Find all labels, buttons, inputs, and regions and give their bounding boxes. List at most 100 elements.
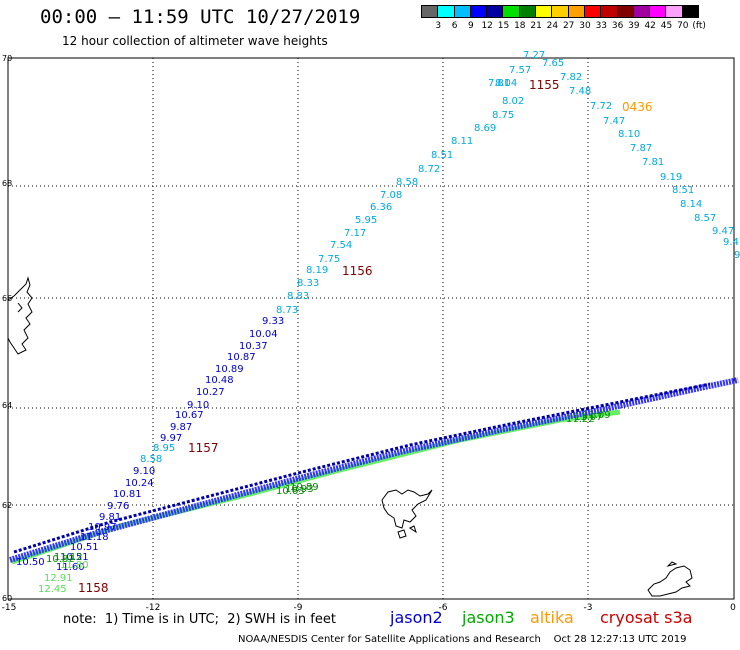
lat-tick: 70 (2, 54, 12, 63)
swh-value-label: 11.18 (80, 532, 109, 543)
swh-value-label: 10.27 (196, 387, 225, 398)
swh-value-label: 7.81 (642, 157, 664, 168)
swh-value-label: 8.02 (502, 96, 524, 107)
pass-time-label: 0436 (622, 100, 653, 114)
color-scale-label: (ft) (692, 21, 706, 31)
color-scale-label: 18 (514, 21, 526, 31)
swh-value-label: 6.36 (370, 202, 392, 213)
swh-value-label: 9.81 (99, 512, 121, 523)
swh-value-label: 9.10 (187, 400, 209, 411)
jason3-value-label: 10.63 (276, 486, 305, 497)
swh-value-label: 8.10 (618, 129, 640, 140)
swh-value-label: 10.37 (239, 341, 268, 352)
swh-value-label: 8.72 (418, 164, 440, 175)
lat-tick-labels: 70 68 66 64 62 60 (2, 54, 12, 603)
swh-value-label: 7.65 (542, 58, 564, 69)
swh-value-label: 8.83 (287, 291, 309, 302)
color-scale-label: 15 (497, 21, 510, 31)
color-scale-label: 9 (468, 21, 474, 31)
swh-value-label: 8.57 (694, 213, 716, 224)
lon-tick: -15 (2, 603, 17, 613)
swh-value-label: 8.58 (396, 177, 418, 188)
jason3-value-label: 10.93 (285, 484, 314, 495)
swh-value-label: 8.33 (297, 278, 319, 289)
jason3-value-label: 11.09 (582, 410, 611, 421)
lat-tick: 68 (2, 179, 12, 188)
swh-value-label: 8.95 (153, 443, 175, 454)
jason3-value-label: 11.07 (574, 412, 603, 423)
pass-time-label: 1157 (188, 441, 219, 455)
color-scale-label: 24 (546, 21, 559, 31)
pass-time-label: 1158 (78, 581, 109, 595)
lat-tick: 60 (2, 594, 12, 603)
swh-value-label: 9.33 (262, 316, 284, 327)
swh-value-label: 9.97 (160, 433, 182, 444)
swh-value-label: 10.97 (88, 522, 117, 533)
color-scale-label: 42 (644, 21, 656, 31)
swh-value-label: 7.81 (488, 78, 510, 89)
blue-track-labels: 9.3310.0410.3710.8710.8910.4810.279.1010… (16, 316, 284, 573)
color-scale-label: 45 (660, 21, 673, 31)
color-scale-labels: 3 6 9 12 15 18 21 24 27 30 33 36 39 42 45 70 (ft) (422, 21, 740, 33)
swh-value-label: 9 (734, 250, 740, 261)
legend-jason3: jason3 (462, 608, 515, 627)
coastline-shetland (647, 561, 693, 597)
color-scale-label: 27 (562, 21, 575, 31)
swh-value-label: 11.60 (56, 562, 85, 573)
coastline-faroe-islands (381, 489, 433, 539)
pass-time-label: 1156 (342, 264, 373, 278)
swh-value-label: 8.58 (140, 454, 162, 465)
pass-time-labels: 1155 0436 1156 1157 1158 (78, 78, 653, 595)
swh-value-label: 7.75 (318, 254, 340, 265)
lon-tick: -3 (584, 603, 593, 613)
map-title: 00:00 – 11:59 UTC 10/27/2019 (40, 6, 361, 28)
swh-value-label: 9.4 (723, 237, 739, 248)
legend-altika: altika (530, 608, 574, 627)
coastline-iceland (7, 276, 33, 355)
lon-tick-labels: -15 -12 -9 -6 -3 0 (2, 603, 736, 613)
lat-tick: 62 (2, 501, 12, 510)
swh-value-label: 10.87 (227, 352, 256, 363)
color-scale-label: 36 (611, 21, 624, 31)
swh-value-label: 9.19 (660, 172, 682, 183)
jason3-value-label: 10.82 (46, 554, 75, 565)
swh-value-label: 9.76 (107, 501, 129, 512)
color-scale-label: 33 (595, 21, 608, 31)
color-scale-label: 3 (435, 21, 442, 31)
swh-value-label: 10.51 (70, 542, 99, 553)
lon-tick: -9 (294, 603, 303, 613)
pass-time-label: 1155 (529, 78, 560, 92)
color-scale-bar (421, 5, 700, 18)
swh-value-label: 8.19 (306, 265, 328, 276)
jason3-value-label: 12.45 (38, 584, 67, 595)
swh-value-label: 7.72 (590, 101, 612, 112)
swh-value-label: 7.82 (560, 72, 582, 83)
swh-value-label: 10.48 (205, 375, 234, 386)
swh-value-label: 8.69 (474, 123, 496, 134)
swh-value-label: 8.73 (276, 305, 298, 316)
note-text: note: 1) Time is in UTC; 2) SWH is in fe… (63, 612, 336, 627)
swh-value-label: 9.47 (712, 226, 734, 237)
swh-value-label: 8.04 (495, 78, 517, 89)
swh-value-label: 7.17 (344, 228, 366, 239)
swh-value-label: 10.50 (16, 557, 45, 568)
jason3-value-label: 11.80 (60, 560, 89, 571)
swh-value-label: 8.51 (431, 150, 453, 161)
swh-value-label: 7.87 (630, 143, 652, 154)
color-scale-label: 39 (628, 21, 640, 31)
swh-value-label: 10.89 (215, 364, 244, 375)
swh-value-label: 7.48 (569, 86, 591, 97)
swh-value-label: 10.51 (60, 552, 89, 563)
swh-value-label: 7.57 (509, 65, 531, 76)
swh-value-label: 7.27 (523, 50, 545, 61)
cyan-track-labels: 7.277.657.577.828.047.817.488.02 7.728.75… (140, 50, 740, 465)
legend-cryosat-s3a: cryosat s3a (600, 608, 693, 627)
swh-value-label: 7.47 (603, 116, 625, 127)
swh-value-label: 10.24 (125, 478, 154, 489)
lon-tick: 0 (730, 603, 736, 613)
footer-credit: NOAA/NESDIS Center for Satellite Applica… (238, 634, 687, 645)
swh-value-label: 9.10 (133, 466, 155, 477)
color-swatch (681, 5, 700, 18)
legend-jason2: jason2 (390, 608, 443, 627)
